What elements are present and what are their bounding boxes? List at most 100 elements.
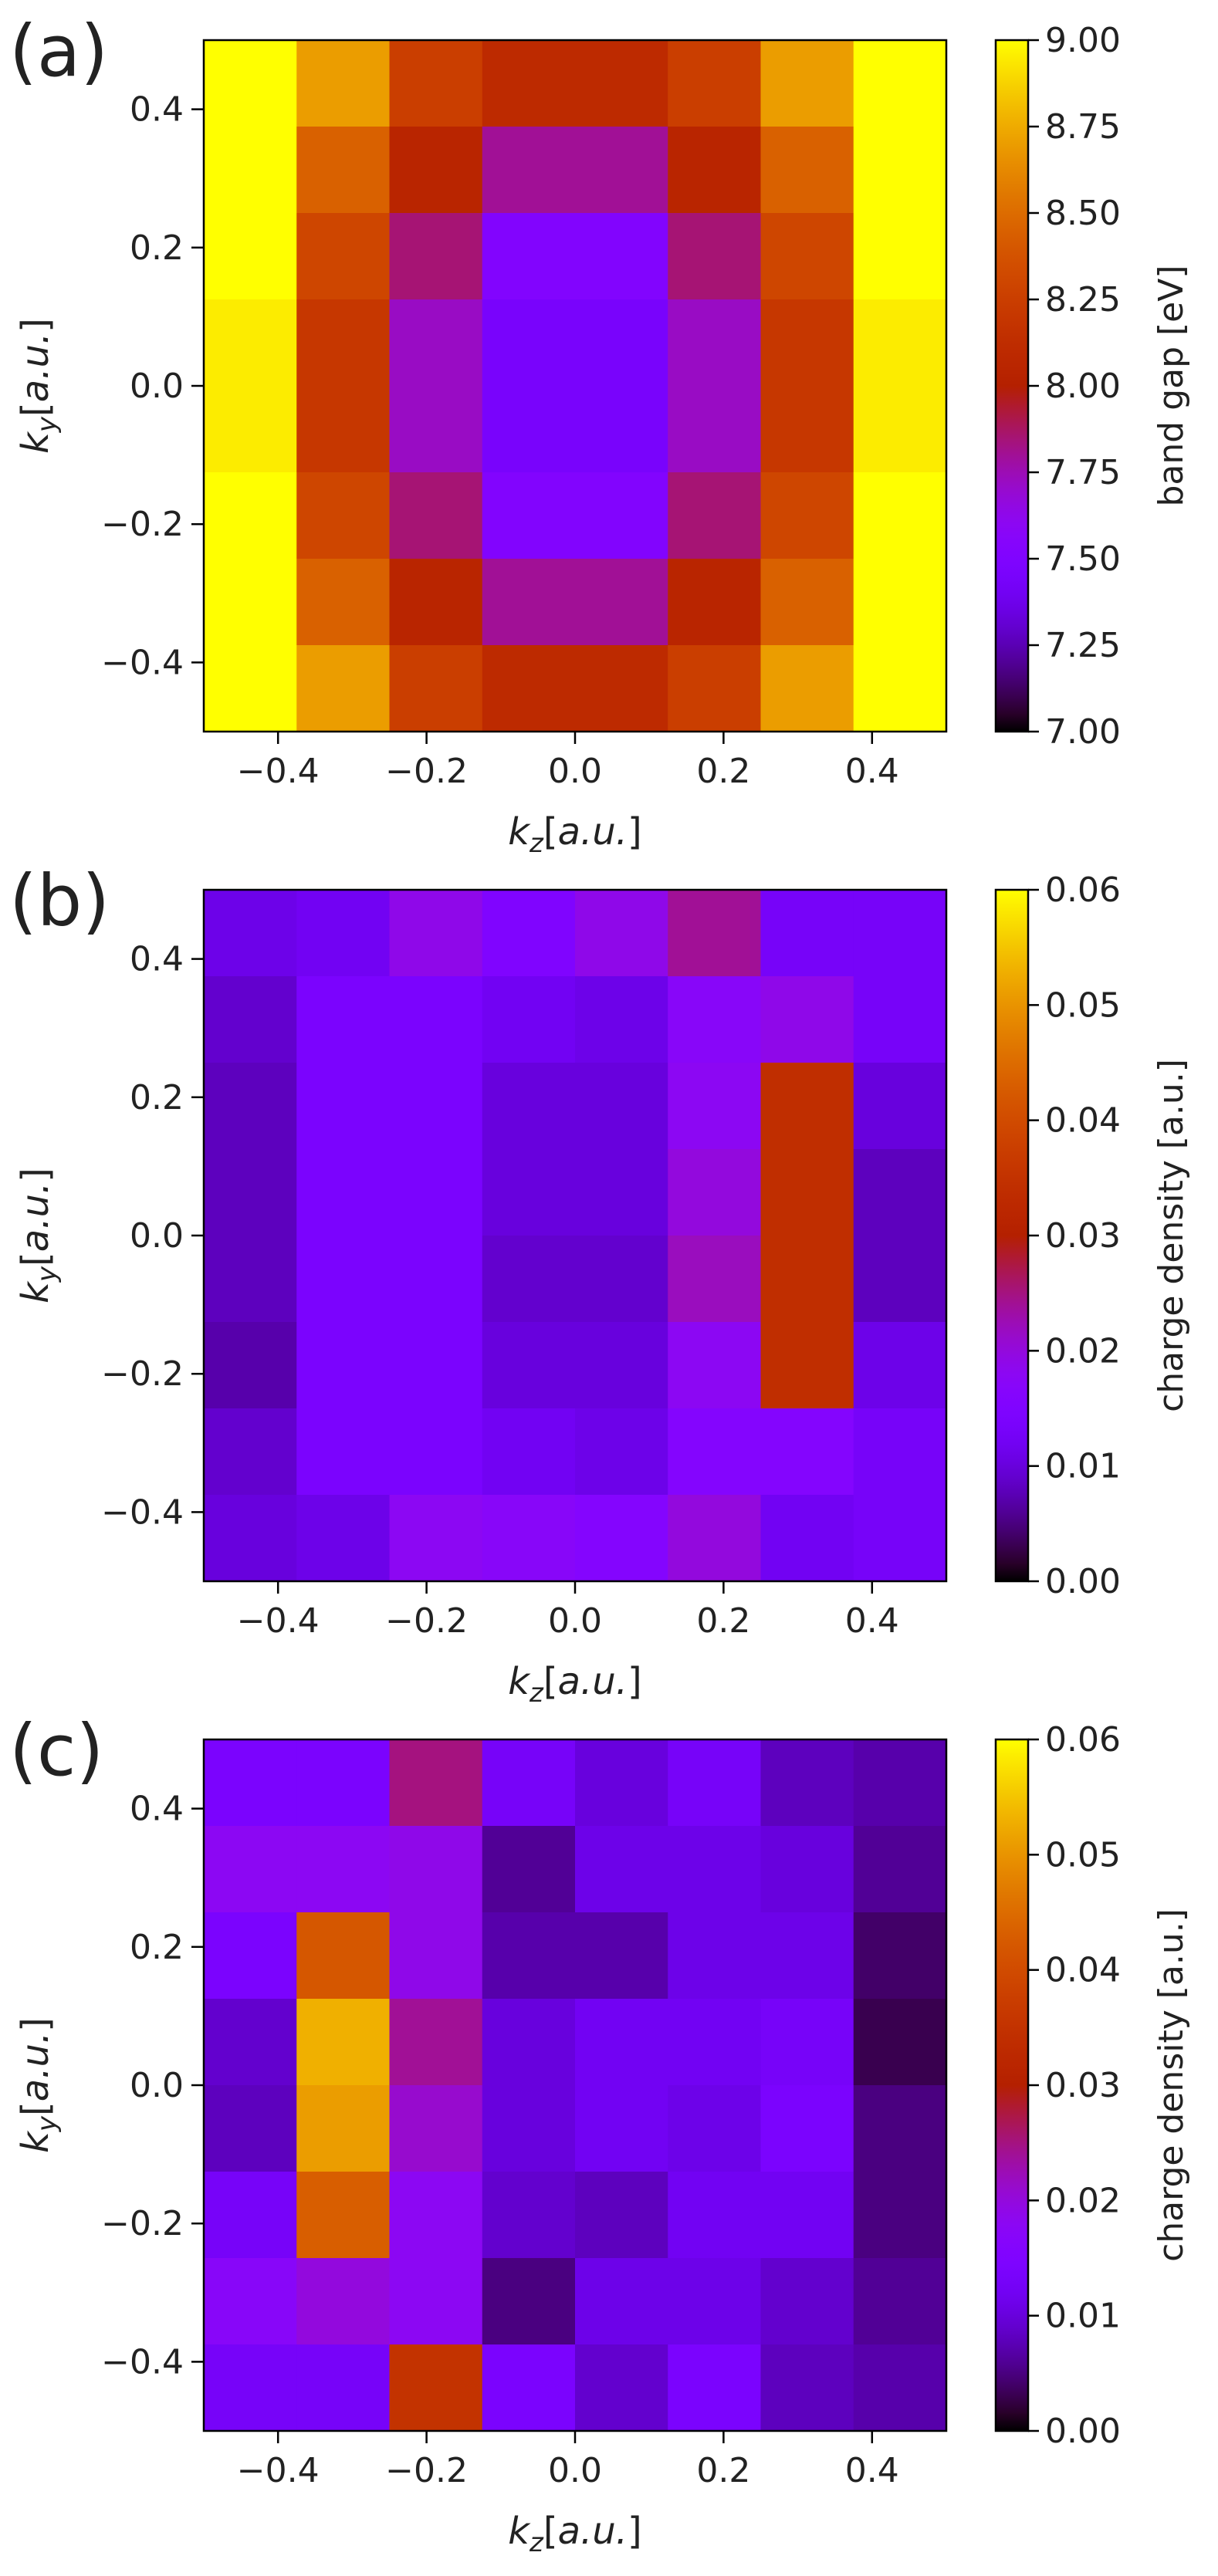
heatmap-cell bbox=[575, 2172, 668, 2259]
heatmap-cell bbox=[760, 213, 854, 300]
colorbar-label: charge density [a.u.] bbox=[1152, 1908, 1191, 2262]
x-tick-label: 0.0 bbox=[548, 752, 602, 791]
heatmap-cell bbox=[575, 2258, 668, 2345]
heatmap-cell bbox=[760, 2344, 854, 2432]
heatmap-cell bbox=[760, 1999, 854, 2086]
heatmap-cell bbox=[575, 386, 668, 473]
heatmap-cell bbox=[853, 1912, 947, 2000]
panel-c: (c) −0.4 −0.2 0.0 0.2 0.4 −0.4 −0.2 0.0 0.2 0.4 kz[… bbox=[9, 1709, 1191, 2558]
heatmap-cell bbox=[389, 1999, 483, 2086]
heatmap-cell bbox=[760, 2085, 854, 2172]
heatmap-cell bbox=[575, 1999, 668, 2086]
heatmap-cell bbox=[389, 1408, 483, 1496]
heatmap-cell bbox=[853, 1739, 947, 1827]
heatmap-cell bbox=[389, 1063, 483, 1150]
y-tick-label: 0.0 bbox=[130, 367, 184, 406]
x-tick-label: −0.2 bbox=[385, 2451, 468, 2490]
heatmap-cell bbox=[204, 1912, 297, 2000]
heatmap-cell bbox=[389, 386, 483, 473]
x-axis-label: kz[a.u.] bbox=[508, 810, 641, 859]
heatmap-cell bbox=[575, 1236, 668, 1323]
heatmap-cell bbox=[204, 2172, 297, 2259]
heatmap-cell bbox=[389, 1236, 483, 1323]
heatmap-cells bbox=[204, 1739, 947, 2432]
heatmap-cell bbox=[575, 40, 668, 127]
heatmap-cell bbox=[482, 127, 576, 214]
heatmap-cell bbox=[668, 976, 762, 1063]
heatmap-cell bbox=[204, 645, 297, 732]
panel-label: (a) bbox=[9, 10, 108, 93]
colorbar-tick-label: 0.01 bbox=[1045, 1447, 1121, 1486]
heatmap-cell bbox=[575, 1408, 668, 1496]
heatmap-cell bbox=[204, 559, 297, 646]
heatmap-cell bbox=[482, 2172, 576, 2259]
y-tick-label: 0.4 bbox=[130, 1790, 184, 1829]
heatmap-cell bbox=[389, 299, 483, 387]
heatmap-cell bbox=[575, 472, 668, 559]
colorbar-tick-label: 8.25 bbox=[1045, 280, 1121, 319]
heatmap-cell bbox=[760, 299, 854, 387]
heatmap-cell bbox=[575, 1826, 668, 1913]
heatmap-cell bbox=[482, 1063, 576, 1150]
colorbar-tick-label: 0.04 bbox=[1045, 1951, 1121, 1990]
heatmap-cell bbox=[482, 40, 576, 127]
heatmap-cell bbox=[296, 1826, 391, 1913]
heatmap-cell bbox=[204, 2344, 297, 2432]
heatmap-cell bbox=[204, 213, 297, 300]
heatmap-cell bbox=[296, 127, 391, 214]
heatmap-cell bbox=[668, 2085, 762, 2172]
heatmap-cells bbox=[204, 890, 947, 1582]
heatmap-cell bbox=[760, 1408, 854, 1496]
y-tick-label: 0.4 bbox=[130, 90, 184, 130]
heatmap-cell bbox=[575, 127, 668, 214]
heatmap-cell bbox=[482, 299, 576, 387]
heatmap-cell bbox=[482, 645, 576, 732]
heatmap-cell bbox=[204, 386, 297, 473]
heatmap-cell bbox=[760, 1236, 854, 1323]
heatmap-cell bbox=[760, 1495, 854, 1582]
x-tick-label: 0.0 bbox=[548, 1601, 602, 1641]
colorbar-tick-label: 0.01 bbox=[1045, 2297, 1121, 2336]
colorbar-tick-label: 7.25 bbox=[1045, 626, 1121, 665]
heatmap-cell bbox=[204, 1826, 297, 1913]
heatmap-cell bbox=[389, 1739, 483, 1827]
heatmap-cell bbox=[482, 1826, 576, 1913]
x-tick-label: −0.4 bbox=[237, 2451, 320, 2490]
heatmap-cell bbox=[204, 1999, 297, 2086]
y-tick-label: 0.2 bbox=[130, 1078, 184, 1117]
heatmap-cell bbox=[760, 2172, 854, 2259]
heatmap-cell bbox=[482, 1999, 576, 2086]
heatmap-cell bbox=[853, 127, 947, 214]
heatmap-cell bbox=[482, 2258, 576, 2345]
heatmap-cell bbox=[575, 1495, 668, 1582]
x-tick-label: 0.2 bbox=[696, 1601, 750, 1641]
heatmap-cell bbox=[668, 1063, 762, 1150]
y-tick-label: 0.2 bbox=[130, 228, 184, 268]
heatmap-cell bbox=[760, 40, 854, 127]
y-tick-label: 0.0 bbox=[130, 1216, 184, 1256]
heatmap-cell bbox=[853, 645, 947, 732]
heatmap-cell bbox=[389, 890, 483, 977]
colorbar-tick-label: 7.75 bbox=[1045, 453, 1121, 492]
colorbar-tick-label: 0.00 bbox=[1045, 1562, 1121, 1601]
y-tick-label: −0.2 bbox=[101, 505, 184, 544]
heatmap-cell bbox=[668, 127, 762, 214]
colorbar-tick-label: 8.50 bbox=[1045, 194, 1121, 233]
heatmap-cell bbox=[296, 2258, 391, 2345]
colorbar-tick-label: 7.00 bbox=[1045, 712, 1121, 752]
heatmap-cell bbox=[296, 40, 391, 127]
heatmap-cell bbox=[668, 890, 762, 977]
x-tick-label: 0.0 bbox=[548, 2451, 602, 2490]
heatmap-cell bbox=[760, 2258, 854, 2345]
heatmap-cell bbox=[482, 1236, 576, 1323]
heatmap-cell bbox=[575, 213, 668, 300]
colorbar-label: charge density [a.u.] bbox=[1152, 1059, 1191, 1412]
heatmap-cell bbox=[668, 40, 762, 127]
heatmap-cell bbox=[482, 559, 576, 646]
heatmap-cell bbox=[853, 386, 947, 473]
heatmap-cell bbox=[575, 1912, 668, 2000]
heatmap-cell bbox=[204, 1149, 297, 1236]
colorbar: 0.00 0.01 0.02 0.03 0.04 0.05 0.06 charge densi… bbox=[994, 870, 1191, 1601]
y-tick-label: −0.4 bbox=[101, 2342, 184, 2382]
heatmap-cell bbox=[482, 1495, 576, 1582]
